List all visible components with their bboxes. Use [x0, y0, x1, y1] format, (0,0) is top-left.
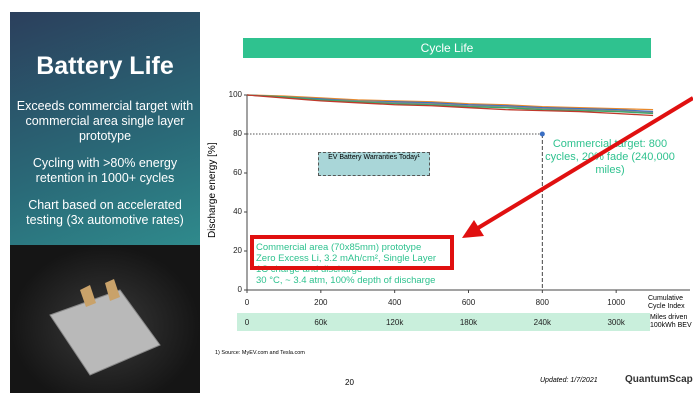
- sidebar-point: Cycling with >80% energy retention in 10…: [32, 156, 178, 185]
- x2-tick-label: 180k: [460, 318, 478, 327]
- series-line: [246, 94, 654, 111]
- x2-tick-label: 0: [245, 318, 250, 327]
- footnote: 1) Source: MyEV.com and Tesla.com: [215, 350, 305, 356]
- target-point: [539, 131, 545, 137]
- annotation: EV Battery Warranties Today¹: [318, 152, 430, 176]
- logo: QuantumScape: [625, 374, 693, 385]
- x-tick-label: 1000: [607, 298, 625, 307]
- cell-photo: [10, 245, 200, 393]
- y-tick-label: 80: [233, 129, 242, 138]
- x-tick-label: 0: [245, 298, 250, 307]
- chart-title: Cycle Life: [243, 38, 651, 58]
- annotation: Commercial area (70x85mm) prototype Zero…: [256, 242, 436, 286]
- x-tick-label: 200: [314, 298, 328, 307]
- annotation: Commercial target: 800 cycles, 20% fade …: [545, 138, 675, 176]
- cell-drawing: [49, 279, 161, 376]
- x2-tick-label: 300k: [607, 318, 625, 327]
- x2-tick-label: 120k: [386, 318, 404, 327]
- y-tick-label: 20: [233, 246, 242, 255]
- x-tick-label: 600: [462, 298, 476, 307]
- y-axis-title-box: Discharge energy [%]: [205, 120, 225, 270]
- x-axis-title: Cumulative Cycle Index: [648, 295, 685, 310]
- page-number: 20: [345, 378, 354, 387]
- annotation-line: Commercial area (70x85mm) prototype: [256, 242, 422, 253]
- annotation-line: 1C charge and discharge: [256, 264, 363, 275]
- y-tick-label: 60: [233, 168, 242, 177]
- x2-tick-label: 60k: [314, 318, 328, 327]
- y-tick-label: 40: [233, 207, 242, 216]
- x-tick-label: 400: [388, 298, 402, 307]
- sidebar: Battery Life Exceeds commercial target w…: [10, 12, 200, 245]
- miles-band: [237, 313, 650, 331]
- sidebar-title: Battery Life: [36, 52, 174, 80]
- x-tick-label: 800: [536, 298, 550, 307]
- annotation-line: Zero Excess Li, 3.2 mAh/cm², Single Laye…: [256, 253, 437, 264]
- x2-axis-title: Miles driven 100kWh BEV: [650, 314, 692, 329]
- annotation-line: 30 °C, ~ 3.4 atm, 100% depth of discharg…: [256, 275, 436, 286]
- x2-tick-label: 240k: [534, 318, 552, 327]
- sidebar-point: Chart based on accelerated testing (3x a…: [26, 198, 184, 227]
- y-axis-title: Discharge energy [%]: [207, 142, 218, 238]
- sidebar-point: Exceeds commercial target with commercia…: [16, 99, 194, 143]
- y-tick-label: 100: [229, 90, 243, 99]
- updated: Updated: 1/7/2021: [540, 377, 598, 384]
- y-tick-label: 0: [238, 285, 243, 294]
